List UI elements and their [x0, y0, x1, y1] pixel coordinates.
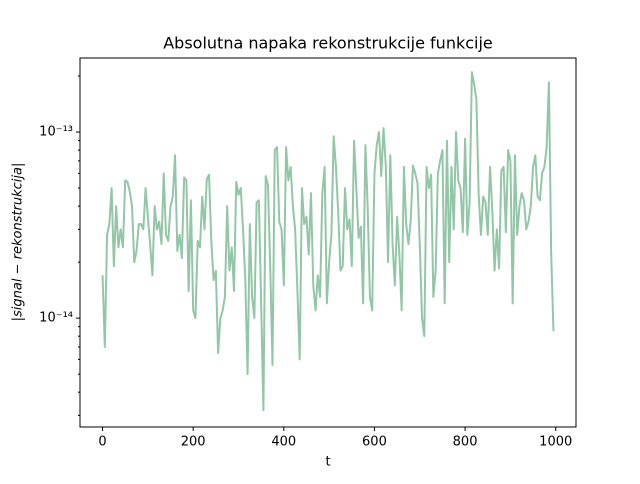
x-tick-label: 200 — [181, 435, 206, 450]
x-tick-label: 400 — [271, 435, 296, 450]
axes-frame — [79, 57, 577, 428]
chart-title: Absolutna napaka rekonstrukcije funkcije — [163, 34, 493, 53]
x-tick-label: 1000 — [539, 435, 572, 450]
data-line — [101, 71, 555, 412]
x-tick-label: 800 — [453, 435, 478, 450]
x-tick-label: 0 — [98, 435, 106, 450]
y-tick-label: 10⁻¹⁴ — [39, 311, 73, 326]
y-tick-label: 10⁻¹³ — [39, 125, 73, 140]
x-tick-label: 600 — [362, 435, 387, 450]
x-axis-label: t — [325, 455, 330, 470]
y-axis-label: |signal − rekonstrukcija| — [11, 163, 26, 322]
